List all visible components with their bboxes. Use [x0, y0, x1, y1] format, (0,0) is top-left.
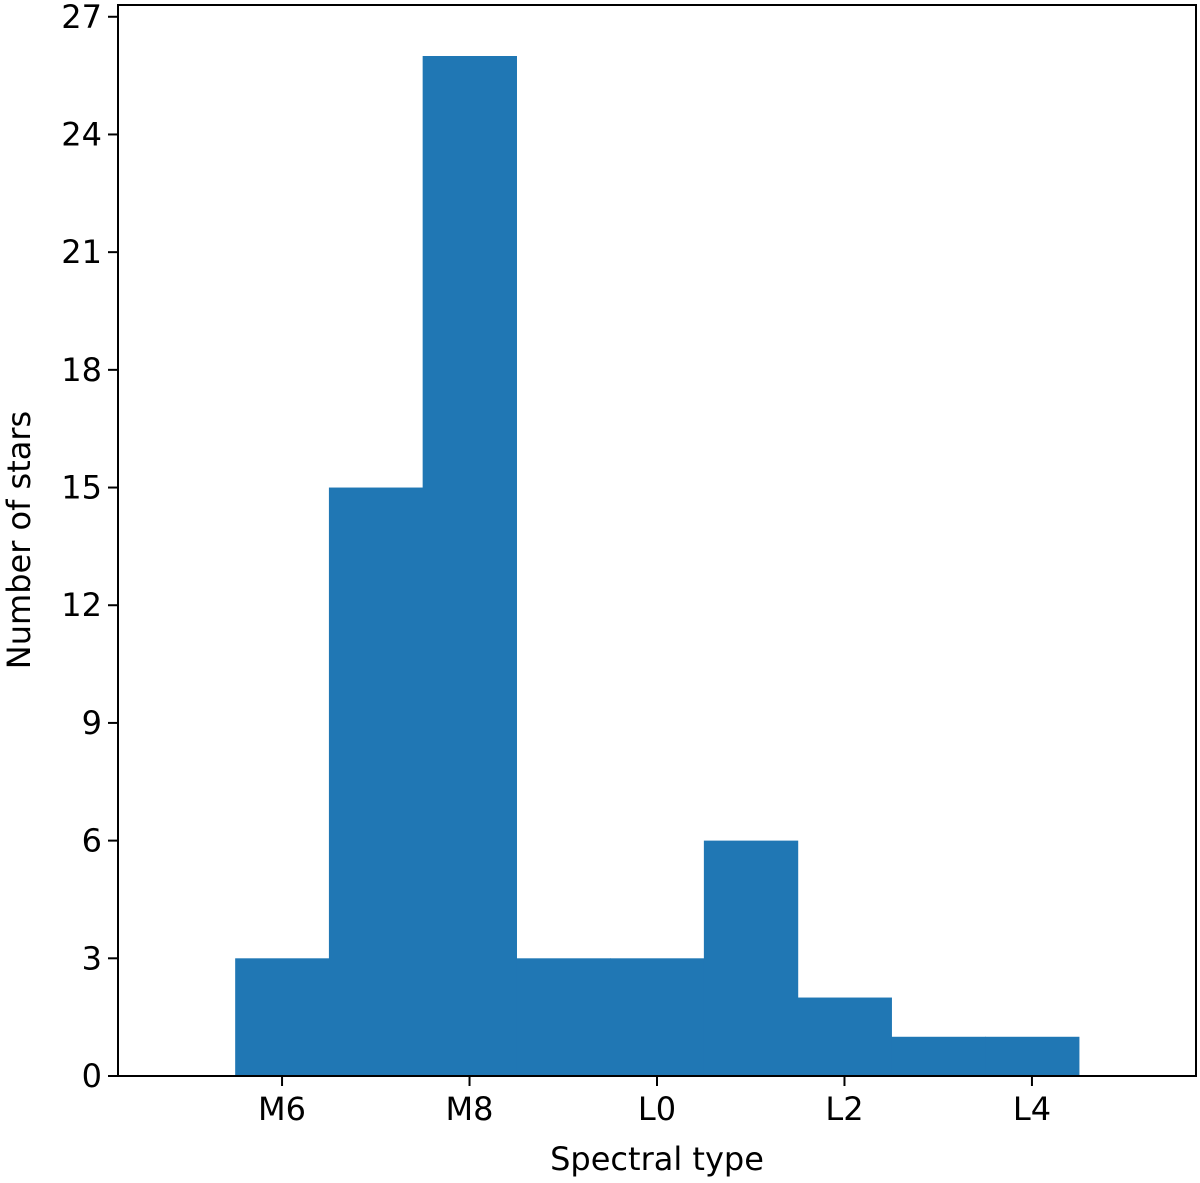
- x-tick-label: M8: [446, 1090, 494, 1128]
- histogram-bar: [891, 1036, 986, 1076]
- x-axis-ticks: M6 M8 L0 L2 L4: [258, 1076, 1051, 1128]
- x-tick-label: L0: [638, 1090, 676, 1128]
- y-axis-ticks: 0 3 6 9 12 15 18 21 24 27: [61, 0, 118, 1095]
- plot-frame: [117, 4, 1197, 1077]
- y-tick-label: 3: [82, 939, 102, 977]
- y-tick-label: 12: [61, 586, 102, 624]
- histogram-bar: [235, 958, 330, 1076]
- y-tick-label: 24: [61, 115, 102, 153]
- histogram-bars: [235, 56, 1080, 1076]
- histogram-bar: [516, 958, 611, 1076]
- y-tick-label: 9: [82, 704, 102, 742]
- x-tick-label: L2: [825, 1090, 863, 1128]
- x-axis-label: Spectral type: [550, 1140, 764, 1178]
- y-tick-label: 21: [61, 233, 102, 271]
- histogram-bar: [328, 487, 424, 1076]
- histogram-bar: [985, 1036, 1080, 1076]
- y-tick-label: 6: [82, 822, 102, 860]
- histogram-bar: [703, 840, 799, 1076]
- histogram-bar: [422, 56, 517, 1076]
- y-axis-label: Number of stars: [0, 411, 38, 669]
- y-tick-label: 18: [61, 351, 102, 389]
- x-tick-label: M6: [258, 1090, 306, 1128]
- histogram-bar: [797, 997, 892, 1076]
- histogram-bar: [610, 958, 705, 1076]
- y-tick-label: 27: [61, 0, 102, 36]
- y-tick-label: 0: [82, 1057, 102, 1095]
- y-tick-label: 15: [61, 469, 102, 507]
- x-tick-label: L4: [1013, 1090, 1051, 1128]
